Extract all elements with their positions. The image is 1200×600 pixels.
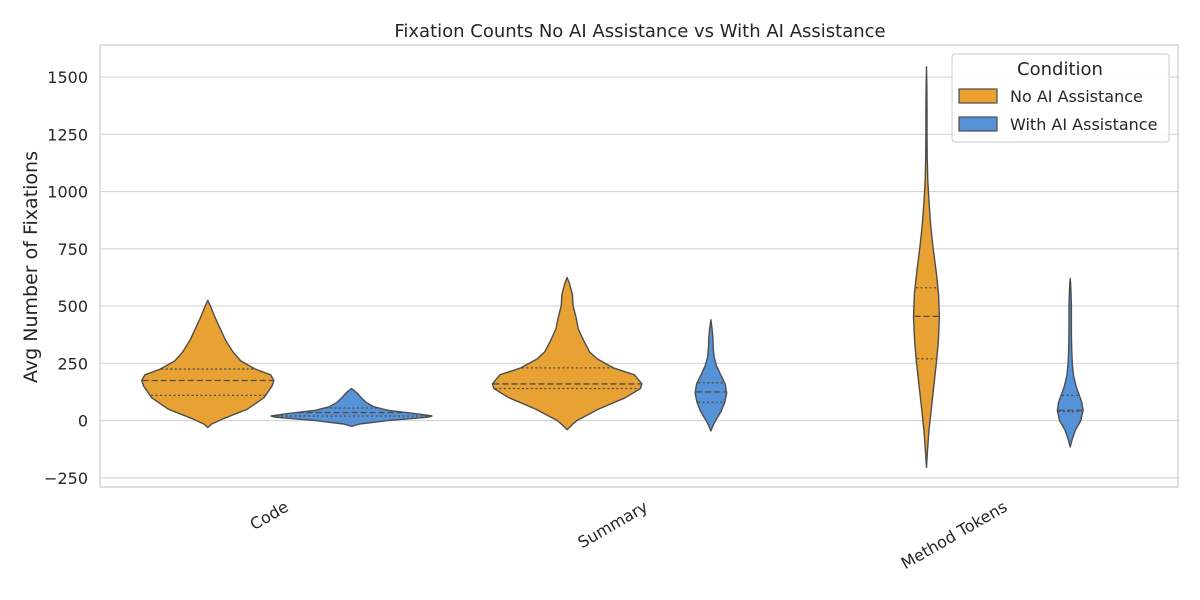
violin-body [912, 66, 941, 469]
violin-no-ai-assistance [912, 66, 941, 469]
violin-body [141, 299, 275, 429]
y-tick-label: 250 [57, 354, 88, 373]
legend: Condition No AI Assistance With AI Assis… [951, 53, 1170, 143]
y-tick-labels: −250 0 250 500 750 1000 1250 1500 [44, 68, 88, 488]
chart-title: Fixation Counts No AI Assistance vs With… [394, 21, 885, 42]
plot-area [141, 66, 1084, 469]
legend-label-no-ai: No AI Assistance [1010, 87, 1143, 106]
y-tick-label: 1250 [47, 125, 88, 144]
x-tick-labels: Code Summary Method Tokens [247, 497, 1011, 573]
legend-box [951, 53, 1170, 143]
y-axis-label: Avg Number of Fixations [20, 151, 42, 383]
legend-label-with-ai: With AI Assistance [1010, 115, 1157, 134]
violin-body [1056, 277, 1084, 448]
legend-swatch-no-ai [958, 88, 998, 104]
x-tick-label: Code [247, 497, 292, 534]
violin-body [491, 276, 643, 431]
violin-no-ai-assistance [491, 276, 643, 431]
y-tick-label: 0 [78, 412, 88, 431]
y-tick-label: 500 [57, 297, 88, 316]
x-tick-label: Method Tokens [898, 497, 1011, 573]
legend-title: Condition [1017, 59, 1103, 80]
violin-with-ai-assistance [270, 387, 433, 427]
y-tick-label: 1000 [47, 183, 88, 202]
violin-with-ai-assistance [1056, 277, 1084, 448]
legend-swatch-with-ai [958, 116, 998, 132]
violin-with-ai-assistance [694, 319, 728, 432]
x-tick-label: Summary [575, 497, 651, 552]
gridlines [100, 76, 1178, 479]
plot-frame [99, 44, 1179, 488]
y-tick-label: 1500 [47, 68, 88, 87]
violin-no-ai-assistance [141, 299, 275, 429]
y-tick-label: −250 [44, 469, 88, 488]
violin-body [694, 319, 728, 432]
y-tick-label: 750 [57, 240, 88, 259]
